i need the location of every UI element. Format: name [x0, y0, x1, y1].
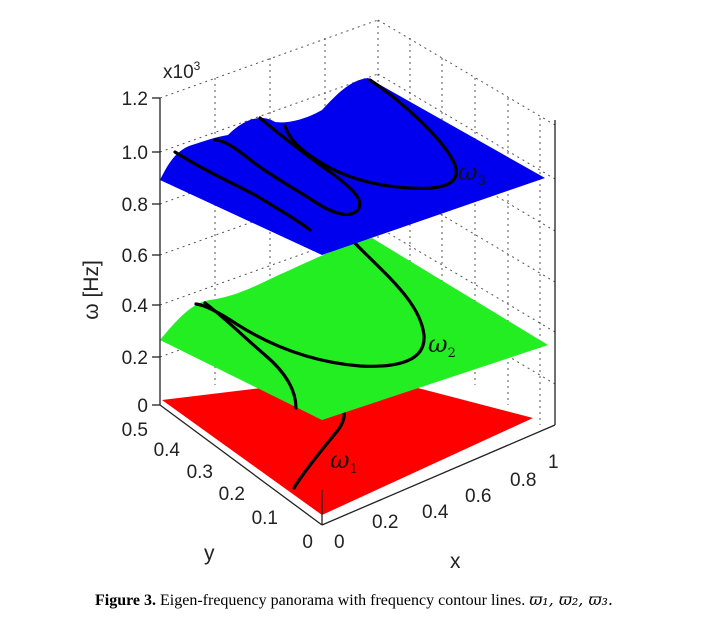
contour-omega1	[292, 410, 346, 490]
surface-omega3	[160, 78, 545, 255]
z-tick-0: 0	[137, 396, 148, 417]
surface-omega2	[160, 238, 548, 420]
x-tick-0: 0	[334, 532, 345, 553]
omega1-label: ω1	[330, 446, 358, 477]
z-tick-4: 0.8	[122, 195, 148, 216]
contour-omega3-c	[173, 150, 312, 232]
y-tick-2: 0.2	[219, 484, 245, 505]
z-tick-3: 0.6	[122, 246, 148, 267]
z-tick-labels: 0 0.2 0.4 0.6 0.8 1.0 1.2	[122, 89, 149, 417]
contour-omega3-a	[283, 78, 458, 190]
x-axis-label: x	[450, 550, 461, 573]
z-tick-2: 0.4	[122, 296, 149, 317]
exponent-label: x103	[163, 59, 201, 83]
y-tick-0: 0	[302, 532, 313, 553]
contour-omega2-b	[203, 301, 298, 410]
omega3-label: ω3	[458, 158, 486, 189]
axes	[152, 97, 556, 526]
omega2-label: ω2	[428, 330, 456, 361]
x-tick-4: 0.8	[510, 470, 536, 491]
y-tick-labels: 0 0.1 0.2 0.3 0.4 0.5	[122, 420, 313, 553]
y-tick-3: 0.3	[187, 462, 213, 483]
y-tick-1: 0.1	[252, 508, 278, 529]
caption-text: Eigen-frequency panorama with frequency …	[156, 592, 530, 609]
y-axis-label: y	[204, 542, 215, 565]
x-tick-2: 0.4	[422, 502, 449, 523]
surface-omega1	[162, 375, 533, 515]
y-tick-4: 0.4	[154, 440, 181, 461]
x-tick-1: 0.2	[372, 512, 398, 533]
z-axis-label: ω [Hz]	[80, 260, 103, 320]
z-tick-5: 1.0	[122, 143, 148, 164]
caption-symbols: ϖ₁, ϖ₂, ϖ₃.	[529, 590, 614, 609]
z-tick-1: 0.2	[122, 348, 148, 369]
caption-label: Figure 3.	[94, 592, 157, 609]
z-tick-6: 1.2	[122, 89, 148, 110]
x-tick-5: 1	[548, 452, 559, 473]
x-tick-3: 0.6	[465, 486, 491, 507]
figure-caption: Figure 3. Eigen-frequency panorama with …	[0, 590, 708, 610]
x-tick-labels: 0 0.2 0.4 0.6 0.8 1	[334, 452, 559, 553]
y-tick-5: 0.5	[122, 420, 148, 441]
contour-omega2-a	[194, 238, 426, 368]
contour-omega3-b	[213, 116, 362, 216]
